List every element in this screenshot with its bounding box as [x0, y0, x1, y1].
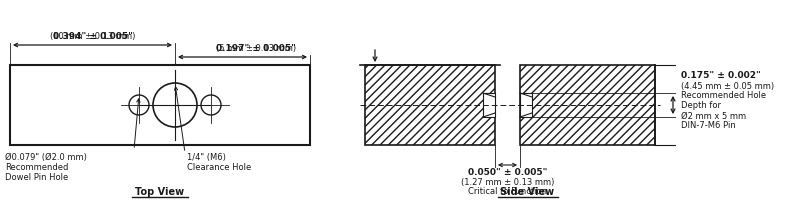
Text: DIN-7-M6 Pin: DIN-7-M6 Pin	[681, 121, 736, 130]
Text: Top View: Top View	[135, 187, 185, 197]
Text: 0.050" ± 0.005": 0.050" ± 0.005"	[468, 168, 547, 177]
Bar	[520, 65, 655, 145]
Bar	[483, 93, 495, 117]
Text: Dowel Pin Hole: Dowel Pin Hole	[5, 173, 68, 182]
Text: (1.27 mm ± 0.13 mm): (1.27 mm ± 0.13 mm)	[461, 178, 554, 187]
Text: Clearance Hole: Clearance Hole	[187, 163, 251, 172]
Bar	[520, 93, 532, 117]
Text: 0.394" ± 0.005": 0.394" ± 0.005"	[53, 32, 133, 41]
Text: (10 mm ± 0.13 mm): (10 mm ± 0.13 mm)	[50, 22, 135, 41]
Text: Ø0.079" (Ø2.0 mm): Ø0.079" (Ø2.0 mm)	[5, 153, 87, 162]
Text: Ø2 mm x 5 mm: Ø2 mm x 5 mm	[681, 112, 746, 120]
Text: (5 mm ± 0.13 mm): (5 mm ± 0.13 mm)	[215, 34, 296, 53]
Bar	[10, 65, 310, 145]
Text: (4.45 mm ± 0.05 mm): (4.45 mm ± 0.05 mm)	[681, 82, 774, 90]
Text: 1/4" (M6): 1/4" (M6)	[187, 153, 226, 162]
Text: 0.175" ± 0.002": 0.175" ± 0.002"	[681, 71, 761, 79]
Text: 0.197" ± 0.005": 0.197" ± 0.005"	[215, 44, 295, 53]
Bar	[365, 65, 495, 145]
Text: Recommended Hole: Recommended Hole	[681, 92, 766, 100]
Circle shape	[129, 95, 149, 115]
Circle shape	[153, 83, 197, 127]
Text: Depth for: Depth for	[681, 102, 721, 110]
Circle shape	[201, 95, 221, 115]
Text: Side View: Side View	[501, 187, 554, 197]
Text: Critical to Function: Critical to Function	[468, 187, 547, 196]
Text: Recommended: Recommended	[5, 163, 68, 172]
